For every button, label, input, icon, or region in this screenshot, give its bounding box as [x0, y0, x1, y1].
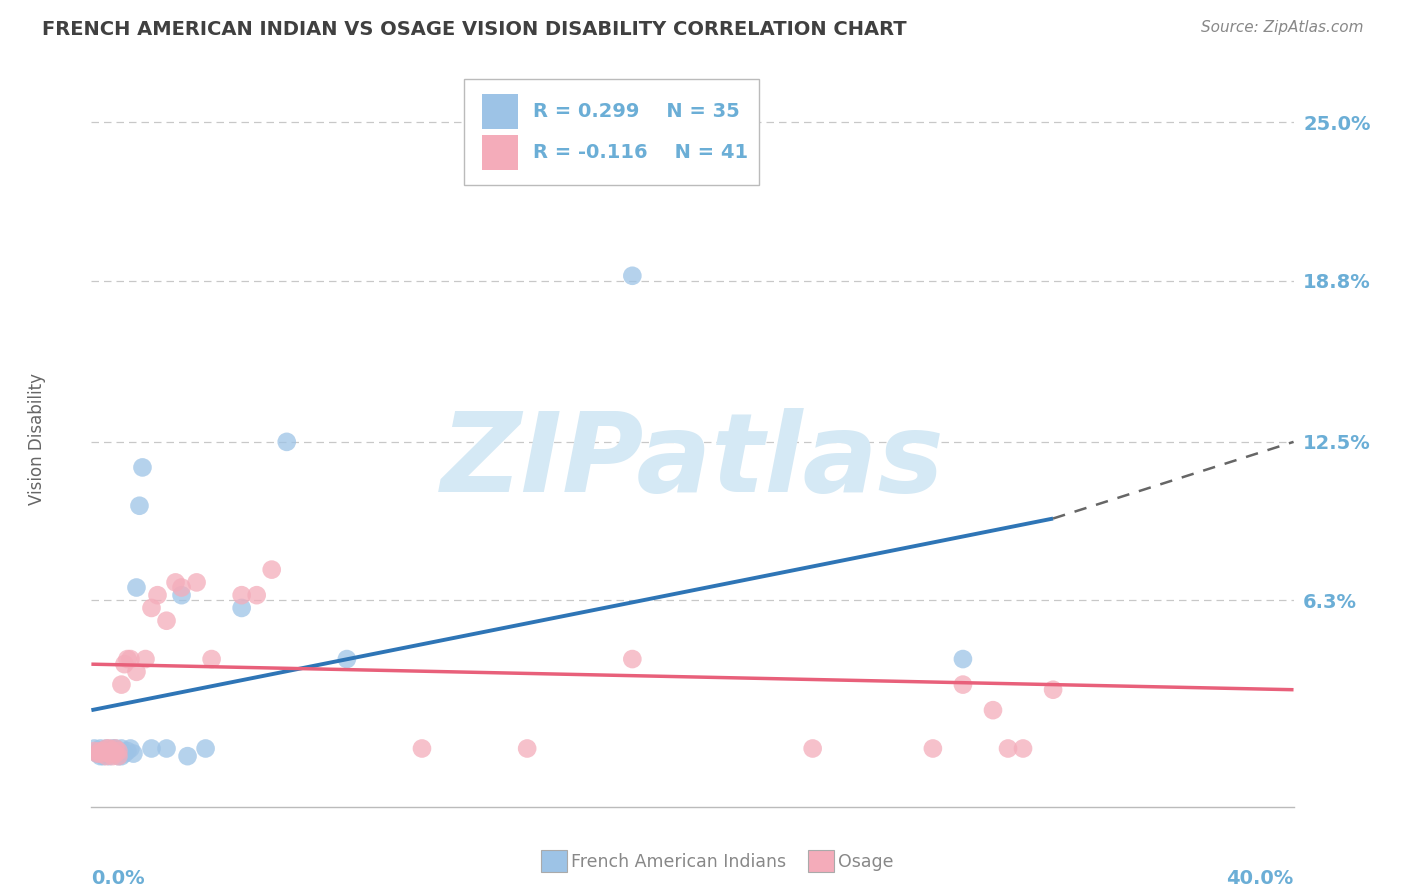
Point [801, 741, 824, 756]
Point [89, 749, 111, 764]
Point [89, 741, 111, 756]
Point [101, 747, 124, 761]
Text: 40.0%: 40.0% [1226, 869, 1294, 888]
Point [83, 741, 105, 756]
Point [165, 575, 187, 590]
Text: Vision Disability: Vision Disability [28, 374, 46, 505]
Text: FRENCH AMERICAN INDIAN VS OSAGE VISION DISABILITY CORRELATION CHART: FRENCH AMERICAN INDIAN VS OSAGE VISION D… [42, 20, 907, 38]
Point [96, 741, 118, 756]
Point [98, 744, 121, 758]
FancyBboxPatch shape [464, 78, 759, 186]
Bar [482, 135, 519, 170]
Point [516, 741, 538, 756]
Point [128, 499, 150, 513]
Point [411, 741, 433, 756]
Point [952, 678, 974, 692]
Point [101, 744, 124, 758]
Point [104, 741, 127, 756]
Point [101, 741, 124, 756]
Point [89, 744, 111, 758]
Point [120, 741, 142, 756]
Point [201, 652, 224, 666]
Point [1012, 741, 1035, 756]
Point [131, 460, 153, 475]
Point [114, 657, 136, 672]
Point [981, 703, 1004, 717]
Point [107, 744, 129, 758]
Point [93, 744, 115, 758]
Text: 0.0%: 0.0% [91, 869, 145, 888]
Point [170, 588, 193, 602]
Point [1042, 682, 1064, 697]
Point [260, 563, 283, 577]
Point [146, 588, 169, 602]
Point [107, 749, 129, 764]
Point [110, 749, 132, 764]
Point [125, 665, 148, 679]
Point [83, 744, 105, 758]
Text: R = 0.299    N = 35: R = 0.299 N = 35 [533, 103, 740, 121]
Point [98, 747, 121, 761]
Text: R = -0.116    N = 41: R = -0.116 N = 41 [533, 143, 748, 161]
Point [114, 747, 136, 761]
Point [89, 747, 111, 761]
Point [141, 741, 163, 756]
Point [104, 741, 127, 756]
Point [104, 747, 127, 761]
Point [246, 588, 269, 602]
Point [93, 749, 115, 764]
Point [93, 744, 115, 758]
Point [117, 744, 139, 758]
Point [231, 601, 253, 615]
Point [120, 652, 142, 666]
Point [231, 588, 253, 602]
Text: Osage: Osage [838, 853, 893, 871]
Point [170, 581, 193, 595]
Point [997, 741, 1019, 756]
Text: ZIPatlas: ZIPatlas [440, 408, 945, 515]
Text: French American Indians: French American Indians [571, 853, 786, 871]
Point [86, 747, 108, 761]
Point [104, 747, 127, 761]
Point [141, 601, 163, 615]
Point [125, 581, 148, 595]
Point [110, 741, 132, 756]
Point [110, 678, 132, 692]
Point [276, 434, 298, 449]
Point [336, 652, 359, 666]
Text: Source: ZipAtlas.com: Source: ZipAtlas.com [1201, 20, 1364, 35]
Point [155, 741, 177, 756]
Point [186, 575, 208, 590]
Point [621, 652, 644, 666]
Point [96, 741, 118, 756]
Point [98, 741, 121, 756]
Point [621, 268, 644, 283]
Point [96, 749, 118, 764]
Bar [482, 95, 519, 129]
Point [96, 747, 118, 761]
Point [98, 749, 121, 764]
Point [176, 749, 198, 764]
Point [134, 652, 156, 666]
Point [117, 652, 139, 666]
Point [86, 747, 108, 761]
Point [922, 741, 945, 756]
Point [194, 741, 217, 756]
Point [107, 749, 129, 764]
Point [101, 749, 124, 764]
Point [107, 744, 129, 758]
Point [952, 652, 974, 666]
Point [155, 614, 177, 628]
Point [122, 747, 145, 761]
